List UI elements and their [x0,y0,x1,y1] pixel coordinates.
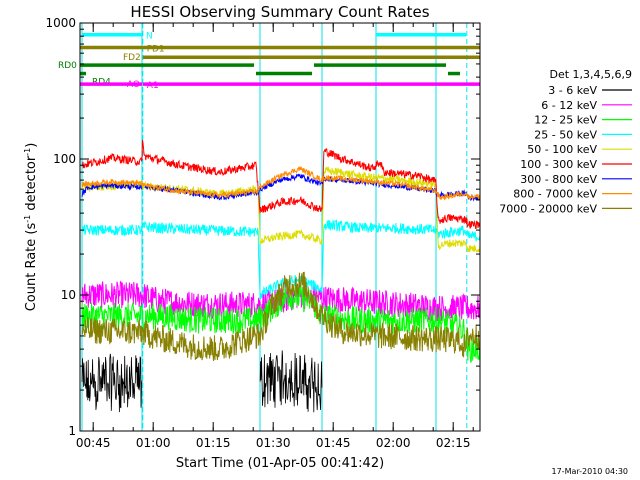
y-axis-label-part3: ) [24,143,39,148]
x-tick-label-6: 02:15 [436,436,471,450]
timestamp: 17-Mar-2010 04:30 [552,467,629,476]
flag-label-ao: AO [127,80,140,90]
series-line-5 [81,139,481,230]
flag-label-n: N [146,32,153,42]
flag-label-fd1: FD1 [147,45,165,55]
flag-label-a1: A1 [147,81,159,91]
y-axis-label: Count Rate (s-1 detector-1) [23,143,39,312]
x-tick-label-0: 00:45 [76,436,111,450]
y-axis-label-sup1: -1 [23,215,32,223]
x-tick-label-2: 01:15 [196,436,231,450]
y-tick-label-2: 100 [53,152,76,166]
x-tick-label-5: 02:00 [376,436,411,450]
x-axis-label: Start Time (01-Apr-05 00:41:42) [176,456,384,471]
flag-label-fd2: FD2 [123,53,141,63]
legend-label-3: 25 - 50 keV [534,128,597,141]
y-tick-label-1: 10 [61,288,76,302]
y-tick-label-0: 1 [68,424,76,438]
legend-label-0: 3 - 6 keV [548,84,597,97]
x-tick-label-4: 01:45 [316,436,351,450]
series-line-0 [81,350,323,413]
x-tick-label-1: 01:00 [136,436,171,450]
series-line-1 [81,280,481,322]
y-axis-label-part2: detector [24,155,39,215]
series-line-8 [81,271,481,362]
legend-title: Det 1,3,4,5,6,9 [549,68,632,81]
legend-label-5: 100 - 300 keV [520,158,597,171]
legend-label-7: 800 - 7000 keV [513,188,597,201]
axis-ticks: 1 10 100 1000 00:45 01:00 01:15 01:30 01:45 02:00… [45,16,480,450]
chart-title: HESSI Observing Summary Count Rates [130,3,429,21]
series-line-7 [81,166,481,201]
series-line-3 [81,219,481,300]
legend-label-6: 300 - 800 keV [520,173,597,186]
plot-frame [79,22,481,432]
flag-bars: NFD1FD2RD0RD4AOA1 [58,32,480,91]
legend-label-4: 50 - 100 keV [527,143,597,156]
series-lines [81,139,481,413]
x-tick-label-3: 01:30 [256,436,291,450]
y-axis-label-part1: Count Rate (s [24,223,39,312]
flag-label-rd0: RD0 [58,61,77,71]
y-tick-label-3: 1000 [45,16,76,30]
legend-label-8: 7000 - 20000 keV [499,202,597,215]
legend-label-2: 12 - 25 keV [534,114,597,127]
legend-label-1: 6 - 12 keV [541,99,597,112]
y-axis-label-sup2: -1 [23,148,32,156]
